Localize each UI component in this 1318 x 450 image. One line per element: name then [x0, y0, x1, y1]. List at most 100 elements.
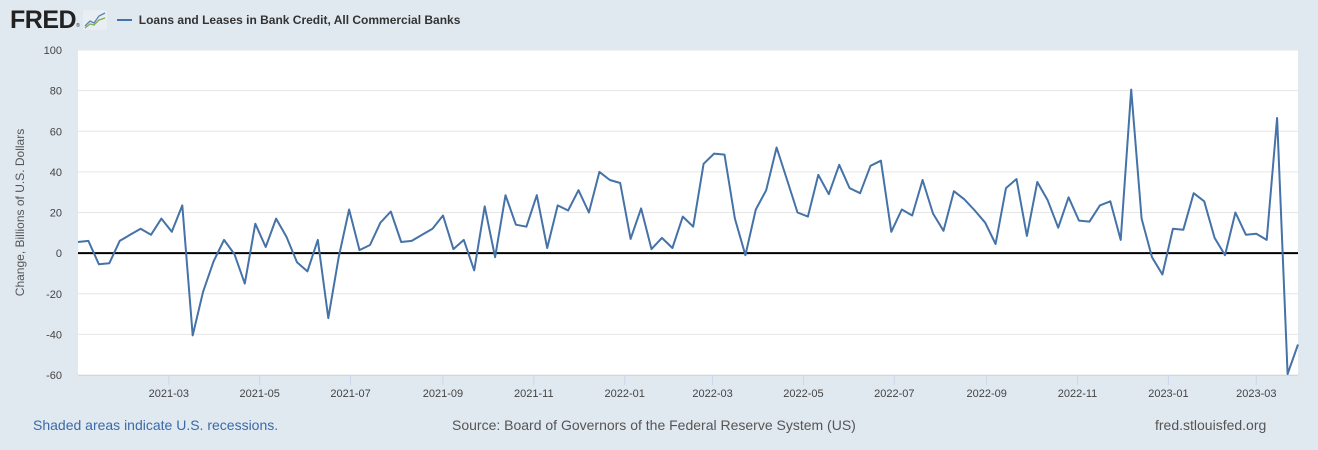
data-point[interactable] — [554, 201, 562, 209]
data-point[interactable] — [1117, 236, 1125, 244]
data-point[interactable] — [1284, 370, 1292, 378]
data-point[interactable] — [1127, 86, 1135, 94]
data-point[interactable] — [543, 244, 551, 252]
data-point[interactable] — [220, 236, 228, 244]
data-point[interactable] — [303, 267, 311, 275]
data-point[interactable] — [84, 237, 92, 245]
data-point[interactable] — [481, 202, 489, 210]
data-point[interactable] — [1054, 224, 1062, 232]
data-point[interactable] — [668, 244, 676, 252]
data-point[interactable] — [898, 205, 906, 213]
data-point[interactable] — [710, 150, 718, 158]
data-point[interactable] — [783, 176, 791, 184]
data-point[interactable] — [95, 260, 103, 268]
data-point[interactable] — [199, 288, 207, 296]
data-point[interactable] — [971, 206, 979, 214]
data-point[interactable] — [595, 168, 603, 176]
data-point[interactable] — [1148, 253, 1156, 261]
data-point[interactable] — [230, 250, 238, 258]
data-point[interactable] — [804, 213, 812, 221]
data-point[interactable] — [1033, 178, 1041, 186]
data-point[interactable] — [814, 171, 822, 179]
data-point[interactable] — [1065, 193, 1073, 201]
data-point[interactable] — [929, 210, 937, 218]
data-point[interactable] — [648, 245, 656, 253]
data-point[interactable] — [1200, 197, 1208, 205]
data-point[interactable] — [168, 228, 176, 236]
data-point[interactable] — [74, 238, 82, 246]
data-point[interactable] — [627, 235, 635, 243]
fred-logo[interactable]: FRED — [10, 6, 77, 34]
data-point[interactable] — [679, 213, 687, 221]
data-point[interactable] — [1085, 218, 1093, 226]
data-point[interactable] — [293, 258, 301, 266]
data-point[interactable] — [1023, 232, 1031, 240]
data-point[interactable] — [1294, 341, 1302, 349]
data-point[interactable] — [137, 225, 145, 233]
data-point[interactable] — [1231, 209, 1239, 217]
data-point[interactable] — [877, 157, 885, 165]
data-point[interactable] — [241, 280, 249, 288]
data-point[interactable] — [981, 219, 989, 227]
data-point[interactable] — [637, 204, 645, 212]
data-point[interactable] — [147, 231, 155, 239]
data-point[interactable] — [1221, 251, 1229, 259]
data-point[interactable] — [825, 190, 833, 198]
data-point[interactable] — [992, 240, 1000, 248]
data-point[interactable] — [210, 257, 218, 265]
data-point[interactable] — [502, 191, 510, 199]
data-point[interactable] — [1190, 189, 1198, 197]
data-point[interactable] — [1106, 197, 1114, 205]
data-point[interactable] — [439, 212, 447, 220]
data-point[interactable] — [157, 215, 165, 223]
data-point[interactable] — [429, 225, 437, 233]
data-point[interactable] — [512, 221, 520, 229]
data-point[interactable] — [689, 223, 697, 231]
data-point[interactable] — [1158, 270, 1166, 278]
data-point[interactable] — [126, 231, 134, 239]
data-point[interactable] — [387, 207, 395, 215]
data-point[interactable] — [1138, 215, 1146, 223]
data-point[interactable] — [1263, 236, 1271, 244]
data-point[interactable] — [606, 176, 614, 184]
data-point[interactable] — [1169, 225, 1177, 233]
data-point[interactable] — [418, 231, 426, 239]
data-point[interactable] — [741, 251, 749, 259]
data-point[interactable] — [856, 189, 864, 197]
data-point[interactable] — [460, 236, 468, 244]
data-point[interactable] — [1273, 114, 1281, 122]
recessions-note-link[interactable]: Shaded areas indicate U.S. recessions. — [33, 417, 279, 433]
data-point[interactable] — [950, 187, 958, 195]
data-point[interactable] — [616, 179, 624, 187]
data-point[interactable] — [919, 176, 927, 184]
data-point[interactable] — [908, 212, 916, 220]
data-point[interactable] — [116, 237, 124, 245]
data-point[interactable] — [366, 241, 374, 249]
data-point[interactable] — [575, 186, 583, 194]
data-point[interactable] — [408, 237, 416, 245]
data-point[interactable] — [793, 209, 801, 217]
data-point[interactable] — [1044, 196, 1052, 204]
data-point[interactable] — [251, 220, 259, 228]
data-point[interactable] — [262, 243, 270, 251]
data-point[interactable] — [939, 227, 947, 235]
data-point[interactable] — [356, 246, 364, 254]
data-point[interactable] — [1075, 217, 1083, 225]
data-point[interactable] — [720, 151, 728, 159]
data-point[interactable] — [1211, 234, 1219, 242]
site-link[interactable]: fred.stlouisfed.org — [1155, 417, 1267, 433]
data-point[interactable] — [491, 253, 499, 261]
data-point[interactable] — [335, 253, 343, 261]
data-point[interactable] — [1179, 226, 1187, 234]
data-point[interactable] — [1012, 175, 1020, 183]
data-point[interactable] — [376, 219, 384, 227]
data-point[interactable] — [345, 205, 353, 213]
data-point[interactable] — [835, 161, 843, 169]
data-point[interactable] — [564, 206, 572, 214]
data-point[interactable] — [960, 195, 968, 203]
data-point[interactable] — [272, 215, 280, 223]
data-point[interactable] — [283, 233, 291, 241]
data-point[interactable] — [1252, 230, 1260, 238]
data-point[interactable] — [585, 209, 593, 217]
data-point[interactable] — [1096, 201, 1104, 209]
